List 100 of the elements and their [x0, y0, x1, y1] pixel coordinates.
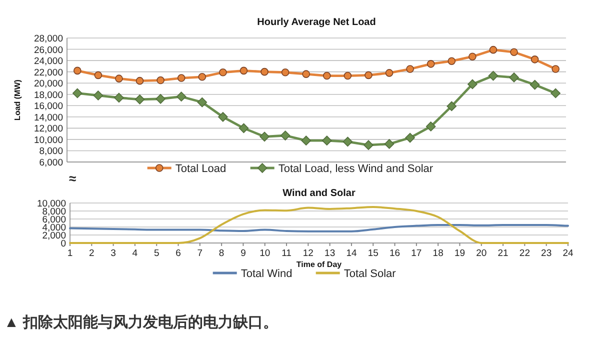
x-tick-label: 16 — [389, 248, 400, 259]
point — [134, 94, 145, 104]
y-tick-label: 14,000 — [34, 112, 63, 124]
y-tick-label: 6,000 — [42, 214, 66, 226]
point — [198, 72, 206, 81]
legend-label: Total Load, less Wind and Solar — [278, 163, 434, 175]
point — [176, 92, 186, 102]
point — [302, 70, 310, 78]
x-tick-label: 10 — [260, 248, 270, 259]
y-tick-label: 20,000 — [34, 78, 63, 90]
x-tick-label: 18 — [432, 248, 444, 259]
point — [280, 130, 290, 140]
y-tick-label: 10,000 — [34, 134, 63, 146]
legend-label: Total Solar — [344, 268, 396, 280]
x-tick-label: 11 — [282, 248, 292, 259]
point — [72, 88, 82, 98]
point — [240, 66, 248, 75]
y-tick-label: 10,000 — [36, 198, 66, 210]
point — [468, 79, 478, 90]
x-tick-label: 6 — [176, 248, 181, 259]
y-tick-label: 8,000 — [42, 206, 66, 218]
x-tick-label: 12 — [302, 248, 314, 259]
x-tick-label: 20 — [476, 248, 487, 259]
point — [238, 123, 249, 134]
x-axis-title: Time of Day — [296, 260, 342, 269]
x-tick-label: 9 — [240, 248, 246, 259]
point — [364, 140, 374, 150]
x-tick-label: 19 — [454, 248, 466, 259]
y-tick-label: 16,000 — [34, 101, 63, 112]
y-tick-label: 22,000 — [34, 67, 63, 78]
y-tick-label: 8,000 — [39, 146, 63, 158]
point — [136, 76, 144, 85]
point — [510, 48, 518, 56]
point — [322, 136, 332, 146]
point — [94, 71, 102, 80]
legend-label: Total Load — [175, 163, 226, 175]
point — [177, 74, 186, 82]
y-axis-title: Load (MW) — [13, 79, 22, 120]
point — [552, 65, 560, 73]
point — [197, 97, 208, 108]
point — [260, 68, 268, 76]
y-tick-label: 18,000 — [34, 90, 63, 101]
point — [219, 68, 227, 76]
x-tick-label: 4 — [132, 248, 138, 259]
point — [406, 65, 414, 73]
y-tick-label: 28,000 — [34, 34, 63, 44]
point — [115, 74, 123, 82]
point — [489, 46, 498, 54]
x-tick-label: 17 — [411, 248, 422, 259]
point — [488, 70, 498, 81]
point — [509, 72, 519, 82]
x-tick-label: 14 — [346, 248, 357, 259]
chart-title: Wind and Solar — [282, 188, 356, 199]
x-tick-label: 21 — [498, 248, 508, 259]
y-tick-label: 24,000 — [34, 56, 63, 68]
point — [530, 56, 539, 64]
point — [426, 60, 435, 68]
y-tick-label: 26,000 — [34, 44, 63, 56]
y-tick-label: 4,000 — [42, 222, 66, 234]
legend-label: Total Wind — [240, 268, 292, 280]
text: ▲ 扣除太阳能与风力发电后的电力缺口。 — [4, 314, 278, 331]
point — [218, 112, 228, 122]
point — [260, 132, 270, 142]
point — [426, 122, 436, 132]
point — [114, 92, 124, 103]
chart-title: Hourly Average Net Load — [257, 17, 376, 28]
point — [322, 72, 331, 80]
x-tick-label: 15 — [368, 248, 378, 259]
x-tick-label: 5 — [154, 248, 160, 259]
point — [364, 71, 372, 80]
point — [550, 88, 561, 98]
x-tick-label: 7 — [197, 248, 203, 259]
point — [281, 68, 290, 76]
point — [468, 52, 476, 60]
x-tick-label: 23 — [541, 248, 552, 259]
point — [446, 101, 457, 112]
y-tick-label: 6,000 — [39, 158, 63, 168]
point — [530, 80, 540, 90]
point — [93, 90, 104, 100]
x-tick-label: 13 — [324, 248, 336, 259]
point — [385, 69, 394, 77]
x-tick-label: 8 — [218, 248, 224, 259]
line-series — [69, 224, 569, 232]
y-tick-label: 12,000 — [34, 124, 63, 135]
y-tick-label: 2,000 — [42, 230, 66, 242]
point — [73, 66, 82, 75]
point — [156, 94, 166, 104]
y-tick-label: 0 — [60, 238, 66, 250]
text: ≈ — [69, 171, 76, 186]
line-series — [69, 206, 569, 244]
point — [156, 76, 164, 84]
x-tick-label: 22 — [519, 248, 530, 259]
point — [301, 136, 312, 146]
x-tick-label: 2 — [89, 248, 94, 259]
point — [448, 57, 456, 66]
x-tick-label: 3 — [110, 248, 116, 259]
x-tick-label: 1 — [67, 248, 73, 259]
point — [342, 136, 353, 147]
point — [384, 139, 394, 149]
point — [405, 132, 415, 143]
